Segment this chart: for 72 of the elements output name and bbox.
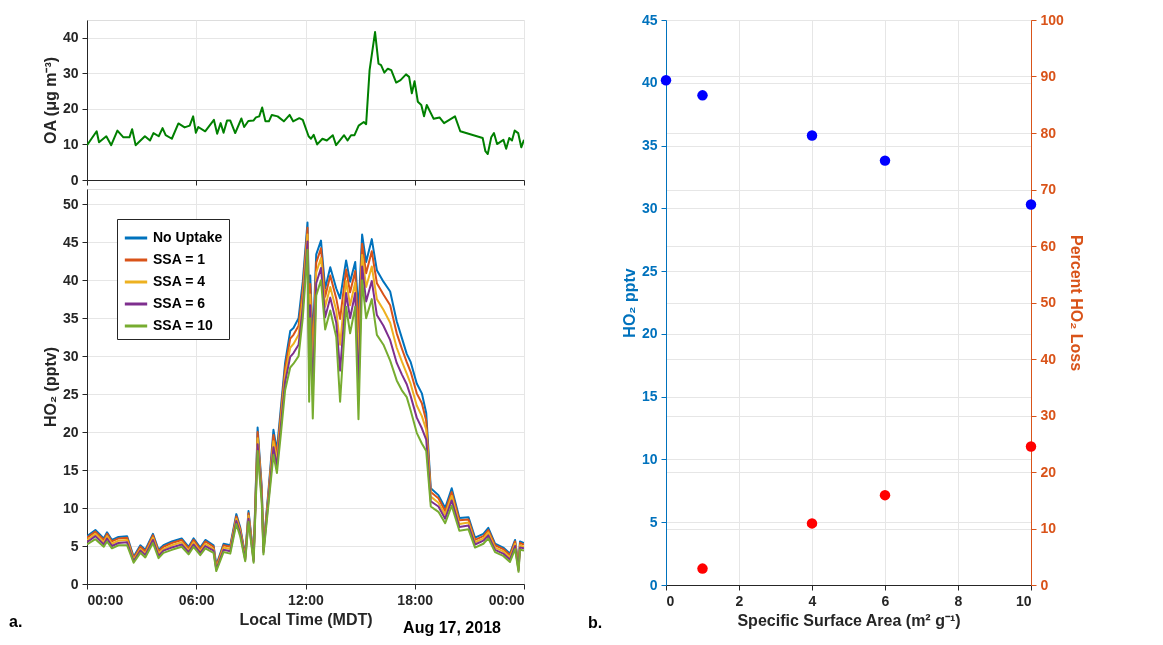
- point: [1025, 441, 1037, 452]
- legend-label: SSA = 1: [153, 251, 206, 267]
- point: [697, 563, 708, 574]
- x-tick-label: 8: [954, 592, 963, 609]
- point: [806, 130, 818, 141]
- y2-tick-label: 60: [1040, 237, 1057, 254]
- y-tick-label: 15: [641, 388, 658, 405]
- y-tick-label: 10: [641, 450, 658, 467]
- y2-tick-label: 40: [1040, 350, 1057, 367]
- y-tick-label: 40: [62, 29, 79, 46]
- y-tick-label: 45: [641, 11, 658, 28]
- x-tick-label: 0: [666, 592, 675, 609]
- point: [806, 518, 818, 529]
- legend-label: No Uptake: [153, 229, 223, 245]
- y-tick-label: 40: [62, 271, 79, 288]
- x-tick-label: 18:00: [397, 591, 434, 608]
- x-tick-label: 00:00: [488, 591, 525, 608]
- text: Aug 17, 2018: [403, 619, 502, 636]
- y-tick-label: 0: [70, 171, 79, 188]
- legend-label: SSA = 4: [153, 273, 206, 289]
- y-tick-label: 0: [649, 576, 658, 593]
- y-tick-label: 0: [70, 575, 79, 592]
- text: b.: [588, 614, 603, 631]
- x-axis-title: Specific Surface Area (m² g⁻¹): [737, 611, 961, 629]
- y2-axis-title: Percent HO₂ Loss: [1067, 234, 1085, 372]
- line-series: [87, 31, 524, 156]
- y-axis-title: OA (μg m⁻³): [41, 56, 59, 145]
- point: [879, 489, 891, 501]
- y2-tick-label: 0: [1040, 576, 1049, 593]
- y2-tick-label: 100: [1040, 11, 1065, 28]
- x-tick-label: 06:00: [178, 591, 215, 608]
- x-tick-label: 4: [808, 592, 817, 609]
- y-tick-label: 30: [62, 64, 79, 81]
- y-tick-label: 35: [62, 309, 79, 326]
- y-axis-title: HO₂ pptv: [620, 268, 638, 338]
- y2-tick-label: 90: [1040, 68, 1057, 84]
- point: [1025, 199, 1037, 210]
- x-tick-label: 6: [881, 592, 890, 609]
- y-tick-label: 10: [62, 499, 79, 516]
- point: [660, 75, 672, 86]
- x-tick-label: 2: [735, 592, 744, 609]
- y-tick-label: 25: [641, 262, 658, 279]
- y2-tick-label: 10: [1040, 520, 1057, 536]
- y-tick-label: 20: [62, 100, 79, 117]
- text: a.: [9, 613, 23, 630]
- y-tick-label: 20: [62, 423, 79, 440]
- y-tick-label: 30: [62, 347, 79, 364]
- legend-label: SSA = 6: [153, 295, 206, 311]
- point: [697, 90, 708, 101]
- y-tick-label: 5: [649, 513, 658, 530]
- y-tick-label: 25: [62, 385, 79, 402]
- legend-label: SSA = 10: [153, 317, 214, 333]
- y-tick-label: 40: [641, 74, 658, 91]
- y-tick-label: 15: [62, 461, 79, 478]
- y2-tick-label: 80: [1040, 124, 1057, 141]
- x-tick-label: 00:00: [87, 591, 124, 608]
- x-axis-title: Local Time (MDT): [239, 610, 373, 628]
- point: [879, 155, 891, 166]
- y2-tick-label: 70: [1040, 181, 1057, 197]
- y-tick-label: 30: [641, 199, 658, 216]
- x-tick-label: 12:00: [288, 591, 325, 608]
- y2-tick-label: 50: [1040, 294, 1057, 310]
- x-tick-label: 10: [1015, 592, 1032, 609]
- y2-tick-label: 30: [1040, 407, 1057, 423]
- y2-tick-label: 20: [1040, 463, 1057, 480]
- y-tick-label: 45: [62, 233, 79, 250]
- y-tick-label: 35: [641, 137, 658, 154]
- y-tick-label: 20: [641, 325, 658, 342]
- y-tick-label: 5: [70, 537, 79, 554]
- y-axis-title: HO₂ (pptv): [41, 347, 59, 427]
- y-tick-label: 50: [62, 195, 79, 212]
- y-tick-label: 10: [62, 135, 79, 152]
